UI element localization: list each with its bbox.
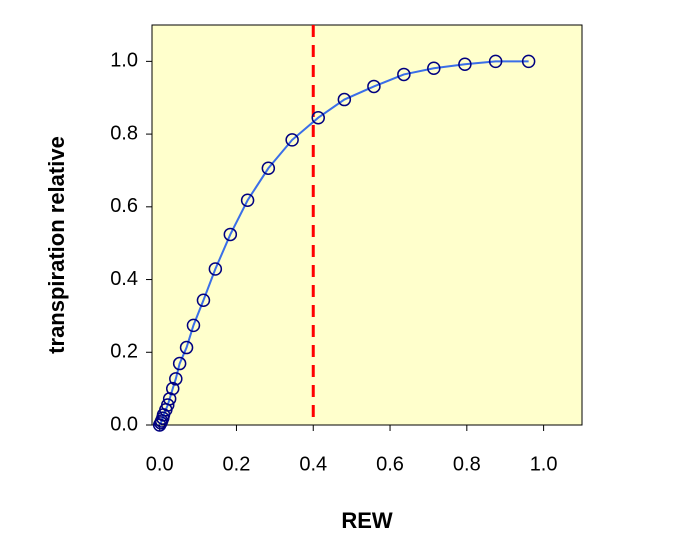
data-point xyxy=(165,381,180,396)
data-point xyxy=(285,133,299,147)
data-point xyxy=(179,340,194,355)
data-point xyxy=(521,54,536,69)
data-point xyxy=(223,227,238,242)
data-point xyxy=(261,161,276,176)
data-point xyxy=(196,293,211,308)
y-tick-label: 0.4 xyxy=(110,268,138,290)
y-tick-label: 1.0 xyxy=(110,50,138,72)
y-tick-label: 0.6 xyxy=(110,195,138,217)
data-point xyxy=(160,398,175,412)
data-point xyxy=(397,67,411,82)
data-point xyxy=(169,372,183,386)
y-tick-label: 0.0 xyxy=(110,413,138,435)
y-tick-label: 0.8 xyxy=(110,122,138,144)
data-point xyxy=(337,92,352,107)
data-point xyxy=(458,57,472,72)
x-tick-label: 0.4 xyxy=(299,453,327,475)
data-point xyxy=(311,110,325,125)
x-tick-label: 1.0 xyxy=(530,453,558,475)
data-point xyxy=(240,193,255,208)
x-axis-title: REW xyxy=(341,508,393,533)
x-tick-label: 0.0 xyxy=(146,453,174,475)
y-axis-title: transpiration relative xyxy=(44,136,69,354)
data-point xyxy=(488,54,503,69)
data-point xyxy=(427,61,441,76)
fit-line xyxy=(158,60,529,426)
x-tick-label: 0.2 xyxy=(223,453,251,475)
data-point xyxy=(208,262,223,276)
data-point xyxy=(172,356,187,371)
data-point xyxy=(367,79,381,94)
data-point xyxy=(186,318,201,333)
plot-area xyxy=(151,24,583,426)
data-point xyxy=(162,392,177,406)
y-tick-label: 0.2 xyxy=(110,341,138,363)
x-tick-label: 0.8 xyxy=(453,453,481,475)
x-tick-label: 0.6 xyxy=(376,453,404,475)
